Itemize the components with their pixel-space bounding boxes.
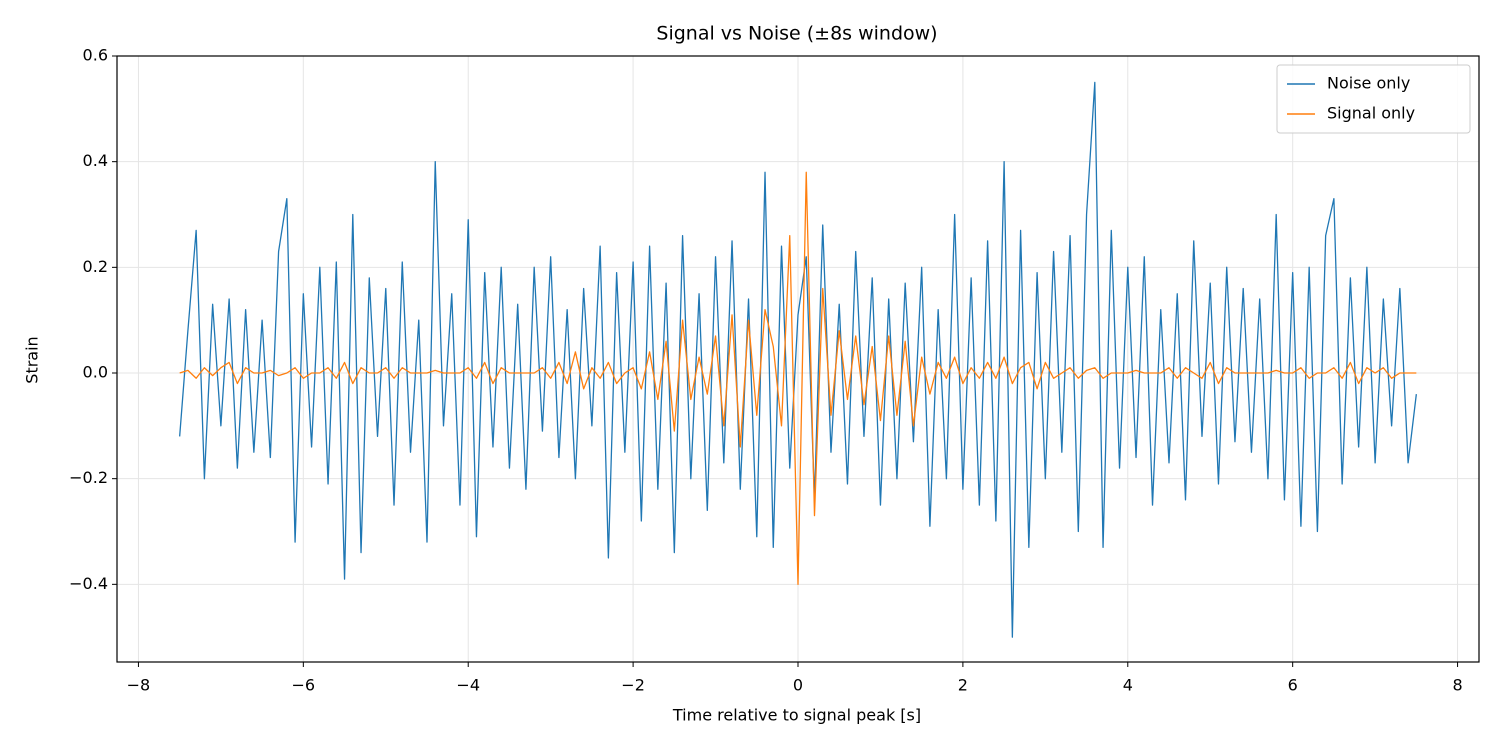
y-tick-label: 0.6 xyxy=(83,46,108,65)
chart-title: Signal vs Noise (±8s window) xyxy=(656,23,937,45)
y-tick-label: 0.4 xyxy=(83,151,108,170)
x-tick-label: −6 xyxy=(292,676,316,695)
series-line xyxy=(179,81,1417,638)
x-tick-label: 8 xyxy=(1452,676,1462,695)
series-line xyxy=(179,171,1417,585)
y-tick-label: −0.4 xyxy=(69,574,108,593)
x-tick-label: 0 xyxy=(793,676,803,695)
y-tick-label: 0.0 xyxy=(83,363,108,382)
x-tick-label: −8 xyxy=(127,676,151,695)
x-tick-label: 2 xyxy=(958,676,968,695)
legend-label: Noise only xyxy=(1327,74,1410,93)
x-axis-label: Time relative to signal peak [s] xyxy=(672,706,921,725)
plot-frame xyxy=(116,55,1480,663)
y-axis-label: Strain xyxy=(23,336,42,383)
legend-box xyxy=(1276,64,1471,134)
x-tick-label: 6 xyxy=(1288,676,1298,695)
x-tick-label: −2 xyxy=(621,676,645,695)
y-tick-label: 0.2 xyxy=(83,257,108,276)
legend-label: Signal only xyxy=(1327,104,1415,123)
x-tick-label: −4 xyxy=(456,676,480,695)
y-tick-label: −0.2 xyxy=(69,468,108,487)
x-tick-label: 4 xyxy=(1123,676,1133,695)
